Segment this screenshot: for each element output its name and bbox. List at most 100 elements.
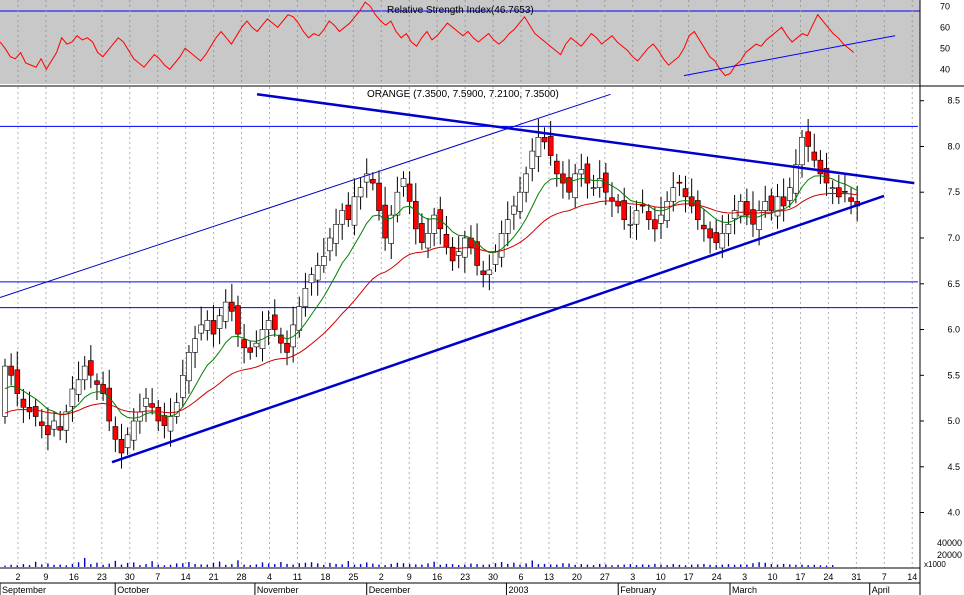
rsi-panel-background bbox=[0, 0, 920, 84]
candle-body bbox=[701, 224, 707, 230]
candle-body bbox=[130, 420, 137, 441]
candle-body bbox=[241, 339, 247, 349]
candle-body bbox=[400, 178, 407, 187]
candle-body bbox=[69, 388, 76, 407]
rsi-grid bbox=[17, 0, 913, 84]
candle-body bbox=[290, 324, 297, 348]
candle-body bbox=[474, 241, 480, 266]
candle-body bbox=[725, 224, 732, 234]
candle-body bbox=[8, 365, 14, 376]
candle-body bbox=[529, 150, 536, 169]
candle-body bbox=[314, 265, 321, 281]
candle-body bbox=[112, 426, 119, 440]
x-tick-label: 2 bbox=[15, 572, 20, 582]
candle-body bbox=[731, 210, 738, 219]
trendline bbox=[256, 93, 915, 185]
candle-body bbox=[676, 181, 683, 184]
price-y-tick-label: 6.0 bbox=[947, 325, 960, 335]
candle-body bbox=[302, 287, 309, 307]
candle-body bbox=[572, 173, 579, 198]
x-tick-labels: 2 9 16 23 30 7 14 21 28 4 11 18 25 2 9 16 23 30 6 13 20 27 3 10… bbox=[15, 572, 917, 582]
candle-body bbox=[63, 411, 70, 431]
x-tick-label: 30 bbox=[488, 572, 498, 582]
candle-body bbox=[645, 211, 652, 220]
candle-body bbox=[511, 205, 517, 215]
candle-body bbox=[124, 434, 131, 448]
candle-body bbox=[664, 201, 670, 221]
x-tick-label: 17 bbox=[684, 572, 694, 582]
x-tick-label: 17 bbox=[795, 572, 805, 582]
candle-body bbox=[743, 201, 750, 216]
candle-body bbox=[517, 191, 523, 212]
price-title: ORANGE (7.3500, 7.5900, 7.2100, 7.3500) bbox=[367, 89, 559, 100]
candle-body bbox=[173, 402, 180, 417]
candle-body bbox=[455, 251, 462, 256]
x-tick-label: 11 bbox=[293, 572, 302, 582]
month-labels: September October November December 2003 Febr… bbox=[0, 583, 890, 595]
candle-body bbox=[596, 178, 603, 188]
candle-body bbox=[786, 187, 793, 201]
candle-body bbox=[737, 201, 744, 217]
price-y-tick-label: 7.0 bbox=[947, 233, 960, 243]
x-tick-label: 23 bbox=[97, 572, 107, 582]
candle-body bbox=[480, 270, 487, 275]
trendline bbox=[0, 93, 611, 298]
candle-body bbox=[180, 374, 186, 398]
candle-body bbox=[425, 233, 431, 249]
x-tick-label: 3 bbox=[742, 572, 747, 582]
candle-body bbox=[192, 338, 198, 353]
volume-y-tick-label: 20000 bbox=[937, 550, 962, 560]
candle-body bbox=[327, 237, 333, 252]
x-tick-label: 9 bbox=[43, 572, 48, 582]
x-tick-label: 28 bbox=[237, 572, 247, 582]
candle-body bbox=[296, 306, 303, 331]
candle-body bbox=[713, 232, 720, 243]
month-label: December bbox=[369, 585, 411, 595]
candle-body bbox=[284, 342, 290, 353]
x-tick-label: 4 bbox=[267, 572, 272, 582]
candle-body bbox=[247, 347, 253, 353]
candle-body bbox=[584, 163, 591, 184]
candle-body bbox=[88, 360, 94, 376]
x-tick-label: 21 bbox=[209, 572, 219, 582]
volume-y-axis: 20000 40000 bbox=[937, 538, 962, 560]
candle-body bbox=[100, 384, 106, 394]
price-y-tick-label: 4.5 bbox=[947, 462, 960, 472]
candle-body bbox=[235, 305, 241, 335]
trendline bbox=[111, 194, 885, 464]
month-label: October bbox=[117, 585, 149, 595]
candle-body bbox=[271, 314, 278, 330]
month-label: 2003 bbox=[508, 585, 528, 595]
candle-body bbox=[382, 204, 388, 239]
x-tick-label: 13 bbox=[544, 572, 554, 582]
candle-body bbox=[376, 182, 382, 211]
candle-body bbox=[253, 342, 260, 348]
candle-body bbox=[492, 251, 499, 265]
price-y-tick-label: 5.0 bbox=[947, 416, 960, 426]
x-tick-label: 31 bbox=[851, 572, 861, 582]
rsi-y-tick-label: 50 bbox=[940, 43, 950, 53]
candle-body bbox=[682, 188, 689, 198]
candle-body bbox=[118, 438, 125, 454]
x-tick-label: 6 bbox=[519, 572, 524, 582]
candle-body bbox=[547, 136, 554, 156]
candle-body bbox=[210, 320, 217, 335]
candle-body bbox=[799, 137, 805, 166]
candle-body bbox=[32, 406, 39, 417]
candle-body bbox=[167, 416, 174, 432]
candle-body bbox=[308, 274, 315, 284]
x-tick-label: 25 bbox=[348, 572, 358, 582]
rsi-panel: Relative Strength Index(46.7653) 40 50 60 7… bbox=[0, 0, 950, 84]
candle-body bbox=[627, 224, 634, 226]
month-label: March bbox=[732, 585, 757, 595]
x-tick-label: 16 bbox=[69, 572, 79, 582]
candle-body bbox=[345, 204, 352, 221]
rsi-y-axis: 40 50 60 70 bbox=[940, 1, 950, 74]
x-tick-label: 16 bbox=[432, 572, 442, 582]
x-tick-label: 10 bbox=[656, 572, 666, 582]
candle-body bbox=[835, 187, 842, 198]
x-tick-label: 2 bbox=[379, 572, 384, 582]
candle-body bbox=[38, 421, 45, 426]
candle-body bbox=[652, 219, 658, 230]
x-tick-label: 30 bbox=[125, 572, 135, 582]
